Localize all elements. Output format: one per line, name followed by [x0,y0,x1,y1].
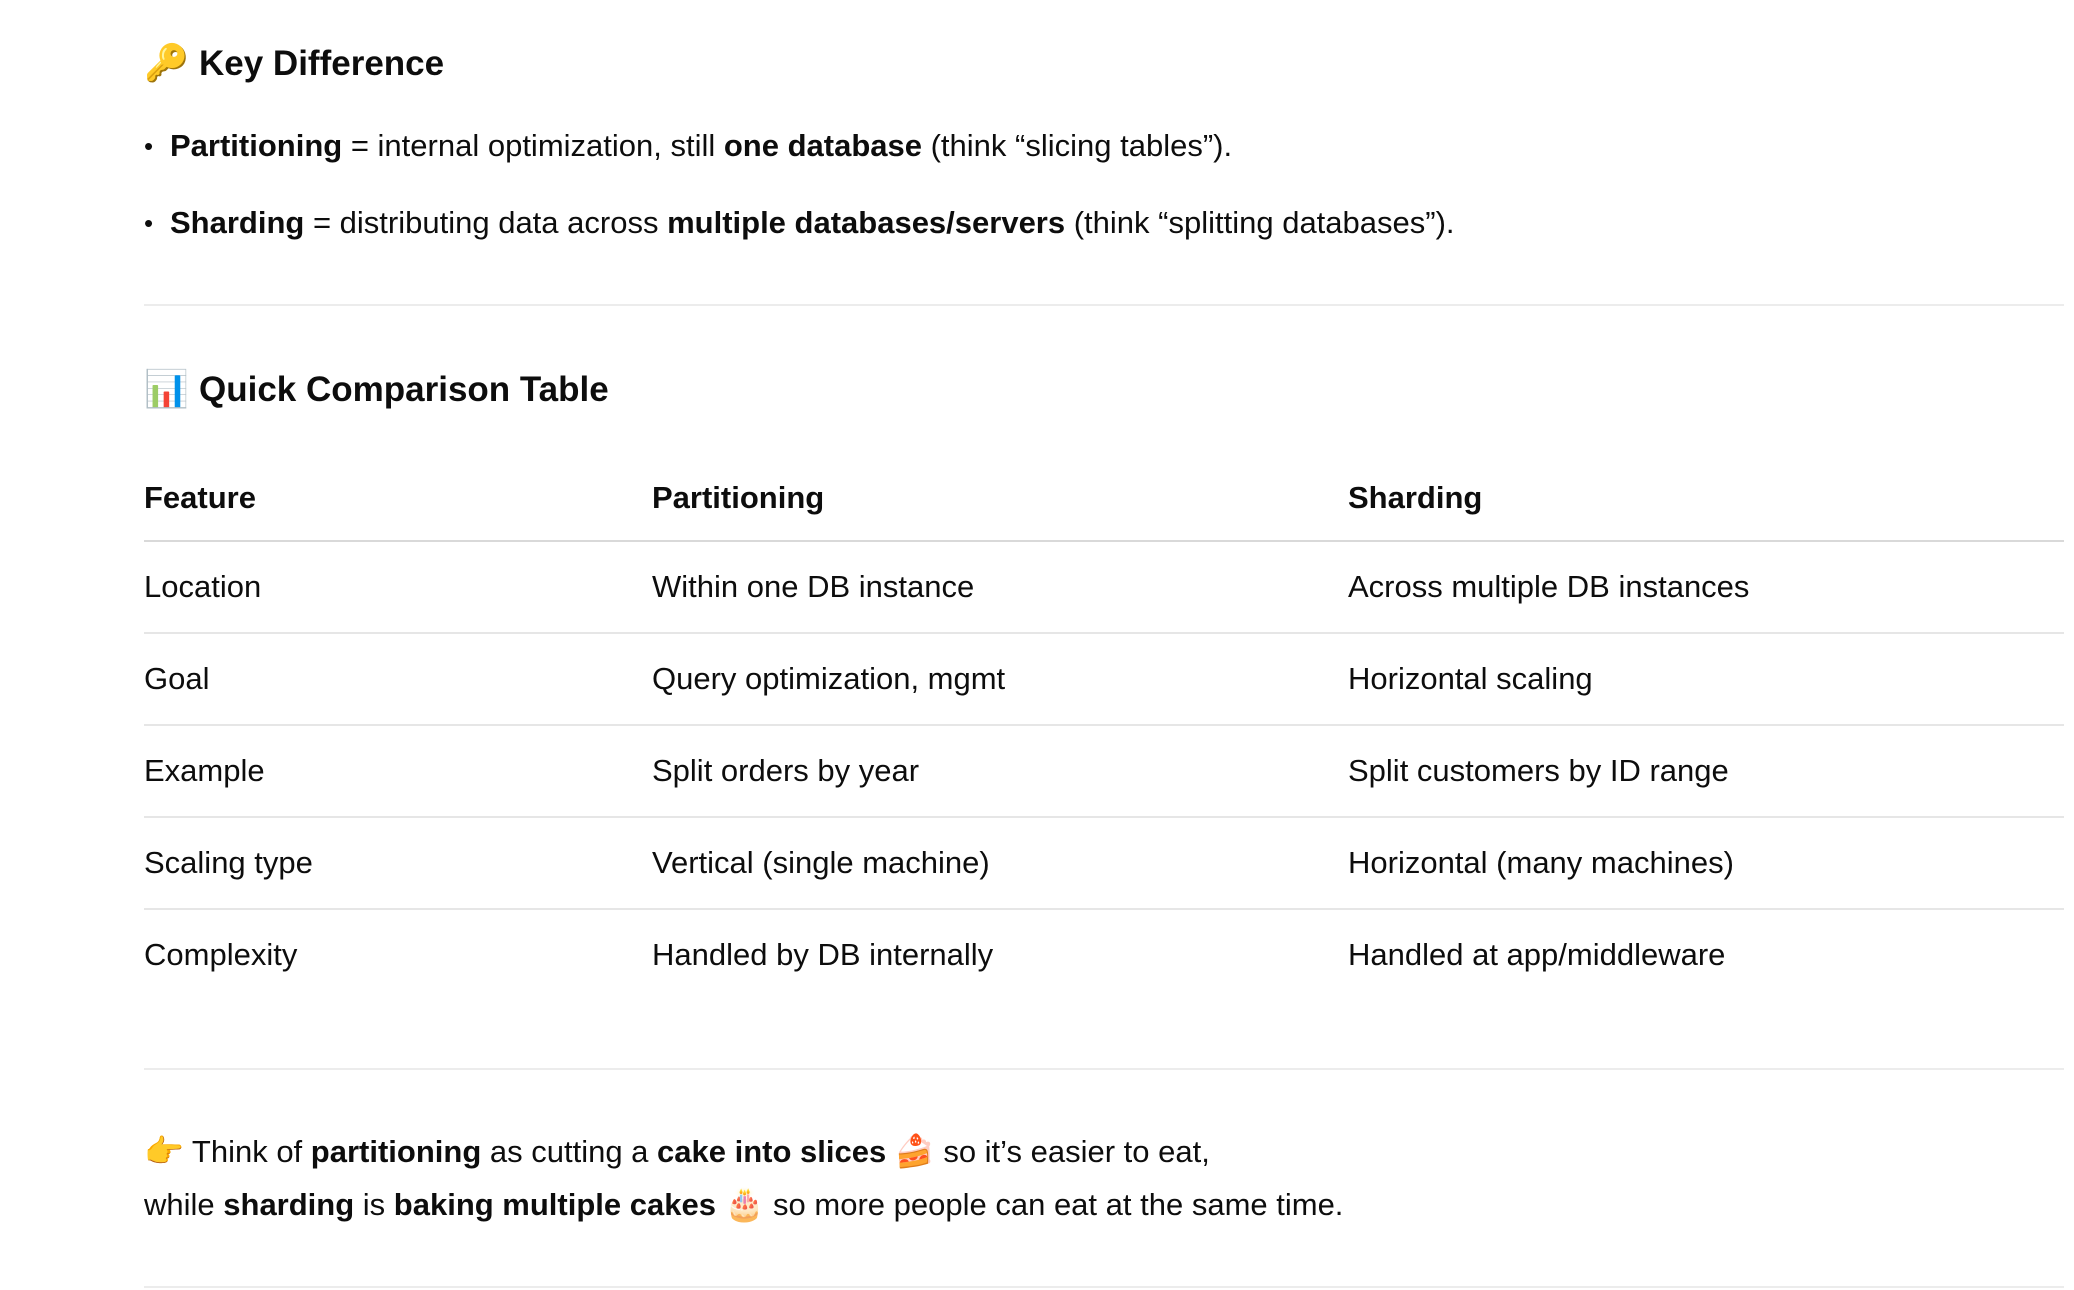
table-cell: Example [144,753,265,788]
key-icon: 🔑 [144,43,189,84]
analogy-line-1: 👉 Think of partitioning as cutting a cak… [144,1125,1210,1178]
bullet-text: = internal optimization, still [342,128,724,163]
bar-chart-icon: 📊 [144,369,189,410]
table-cell: Scaling type [144,845,313,880]
analogy-text: so it’s easier to eat, [934,1134,1210,1169]
table-cell: Handled at app/middleware [1348,937,1726,972]
table-row: Scaling type Vertical (single machine) H… [144,818,2064,910]
table-cell: Handled by DB internally [652,937,994,972]
table-cell: Complexity [144,937,298,972]
table-row: Goal Query optimization, mgmt Horizontal… [144,634,2064,726]
table-cell: Horizontal scaling [1348,661,1593,696]
table-cell: Location [144,569,262,604]
key-difference-heading: 🔑 Key Difference [144,42,444,86]
divider [144,304,2064,306]
column-header-feature: Feature [144,480,256,515]
analogy-text: Think of [183,1134,311,1169]
bullet-term: Partitioning [170,128,343,163]
table-cell: Split customers by ID range [1348,753,1729,788]
analogy-text: is [354,1187,394,1222]
analogy-strong: cake into slices [657,1134,887,1169]
column-header-sharding: Sharding [1348,480,1483,515]
analogy-strong: partitioning [310,1134,482,1169]
bullet-dot: • [144,208,154,238]
table-header-row: Feature Partitioning Sharding [144,468,2064,542]
bullet-text: = distributing data across [304,205,668,240]
list-item: • Partitioning = internal optimization, s… [144,124,1232,168]
key-difference-title: Key Difference [199,44,445,83]
comparison-table: Feature Partitioning Sharding Location W… [144,468,2064,1000]
list-item: • Sharding = distributing data across mul… [144,201,1455,245]
analogy-text: as cutting a [481,1134,658,1169]
table-cell: Goal [144,661,210,696]
table-row: Example Split orders by year Split custo… [144,726,2064,818]
divider [144,1068,2064,1070]
bullet-dot: • [144,131,154,161]
table-cell: Split orders by year [652,753,920,788]
bullet-term: Sharding [170,205,305,240]
bullet-text: (think “splitting databases”). [1065,205,1455,240]
comparison-heading: 📊 Quick Comparison Table [144,368,609,412]
bullet-strong: one database [723,128,922,163]
pointing-hand-icon: 👉 [144,1132,184,1170]
table-cell: Within one DB instance [652,569,975,604]
column-header-partitioning: Partitioning [652,480,825,515]
table-cell: Vertical (single machine) [652,845,990,880]
bullet-strong: multiple databases/servers [667,205,1066,240]
analogy-text: while [144,1187,224,1222]
table-cell: Horizontal (many machines) [1348,845,1734,880]
analogy-strong: sharding [223,1187,355,1222]
analogy-strong: baking multiple cakes [393,1187,716,1222]
table-row: Complexity Handled by DB internally Hand… [144,910,2064,1000]
analogy-line-2: while sharding is baking multiple cakes … [144,1178,1343,1231]
divider [144,1286,2064,1288]
comparison-title: Quick Comparison Table [199,370,609,409]
table-cell: Query optimization, mgmt [652,661,1006,696]
birthday-cake-icon: 🎂 [724,1185,765,1223]
table-cell: Across multiple DB instances [1348,569,1750,604]
analogy-text: so more people can eat at the same time. [764,1187,1344,1222]
table-row: Location Within one DB instance Across m… [144,542,2064,634]
cake-slice-icon: 🍰 [894,1132,935,1170]
bullet-text: (think “slicing tables”). [922,128,1233,163]
